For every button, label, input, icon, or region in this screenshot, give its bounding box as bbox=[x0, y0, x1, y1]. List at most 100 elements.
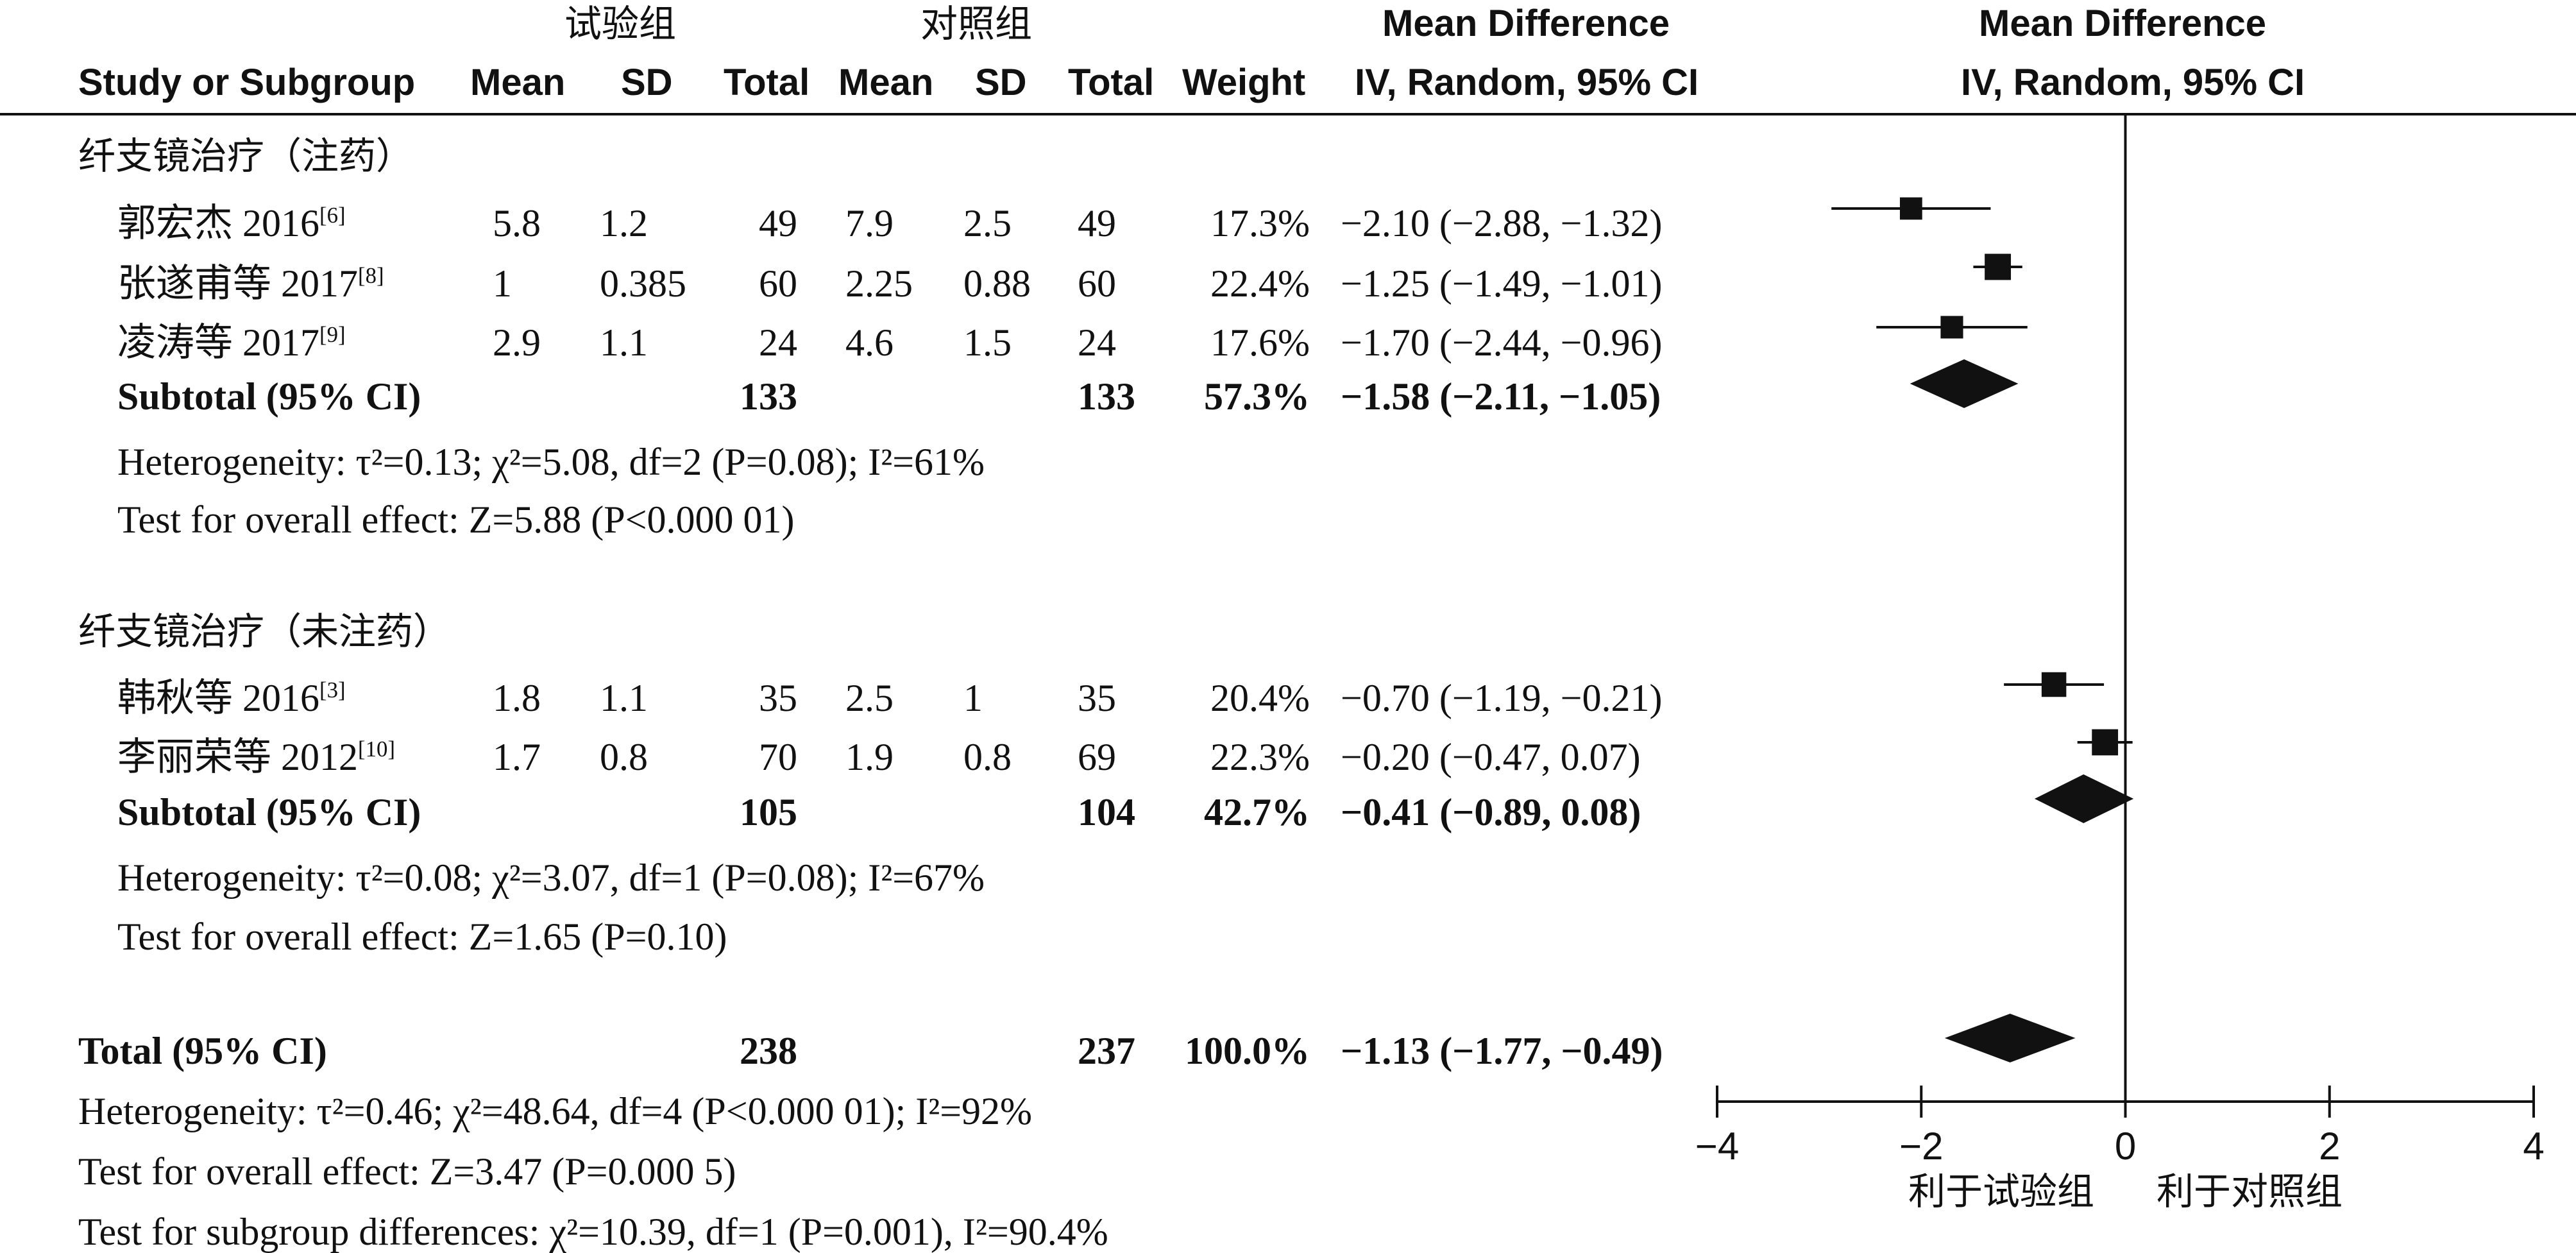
control-group-header: 对照组 bbox=[920, 2, 1033, 46]
x-tick-label: 0 bbox=[2115, 1125, 2136, 1168]
exp-total: 49 bbox=[759, 202, 797, 244]
total-ctl-total: 237 bbox=[1078, 1030, 1135, 1072]
md-column-title: Mean Difference bbox=[1382, 3, 1670, 44]
subgroup-1-title: 纤支镜治疗（注药） bbox=[78, 134, 414, 178]
exp-mean: 1.8 bbox=[493, 677, 541, 719]
ctl-total: 35 bbox=[1078, 677, 1116, 719]
ctl-sd: 1.5 bbox=[963, 321, 1012, 364]
total-heterogeneity-text: Heterogeneity: τ²=0.46; χ²=48.64, df=4 (… bbox=[78, 1090, 1033, 1132]
ctl-total: 60 bbox=[1078, 262, 1116, 305]
total-label: Total (95% CI) bbox=[78, 1030, 327, 1072]
subgroup-2-title: 纤支镜治疗（未注药） bbox=[78, 609, 451, 653]
study-label: 韩秋等 2016[3] bbox=[117, 677, 346, 719]
exp-total: 35 bbox=[759, 677, 797, 719]
study-point-square bbox=[2092, 729, 2119, 756]
weight: 22.4% bbox=[1210, 262, 1310, 305]
plot-column-title: Mean Difference bbox=[1979, 3, 2267, 44]
md-ci-text: −2.10 (−2.88, −1.32) bbox=[1341, 202, 1663, 244]
subtotal-exp-total: 105 bbox=[740, 791, 797, 833]
exp-mean-header: Mean bbox=[470, 62, 566, 103]
study-point-square bbox=[1985, 253, 2012, 280]
ctl-mean: 2.25 bbox=[845, 262, 913, 305]
md-column-subtitle: IV, Random, 95% CI bbox=[1355, 62, 1699, 103]
subtotal-md-ci-text: −1.58 (−2.11, −1.05) bbox=[1341, 375, 1661, 418]
exp-sd: 1.1 bbox=[600, 677, 648, 719]
weight: 20.4% bbox=[1210, 677, 1310, 719]
study-point-square bbox=[1899, 197, 1922, 220]
md-ci-text: −1.25 (−1.49, −1.01) bbox=[1341, 262, 1663, 305]
header-rule bbox=[0, 113, 2576, 115]
heterogeneity-text: Heterogeneity: τ²=0.08; χ²=3.07, df=1 (P… bbox=[117, 857, 985, 899]
ctl-mean: 2.5 bbox=[845, 677, 894, 719]
subtotal-weight: 57.3% bbox=[1204, 375, 1310, 418]
exp-mean: 5.8 bbox=[493, 202, 541, 244]
weight-header: Weight bbox=[1182, 62, 1306, 103]
heterogeneity-text: Heterogeneity: τ²=0.13; χ²=5.08, df=2 (P… bbox=[117, 441, 985, 483]
subtotal-ctl-total: 133 bbox=[1078, 375, 1135, 418]
overall-effect-text: Test for overall effect: Z=1.65 (P=0.10) bbox=[117, 916, 727, 958]
favours-control-label: 利于对照组 bbox=[2157, 1170, 2343, 1213]
study-point-square bbox=[2041, 672, 2067, 697]
subtotal-weight: 42.7% bbox=[1204, 791, 1310, 833]
ctl-mean: 1.9 bbox=[845, 736, 894, 778]
md-ci-text: −0.70 (−1.19, −0.21) bbox=[1341, 677, 1663, 719]
ctl-mean: 4.6 bbox=[845, 321, 894, 364]
ctl-mean: 7.9 bbox=[845, 202, 894, 244]
exp-sd: 0.385 bbox=[600, 262, 686, 305]
study-label: 郭宏杰 2016[6] bbox=[117, 202, 346, 244]
study-label: 张遂甫等 2017[8] bbox=[117, 262, 384, 305]
ctl-sd: 0.88 bbox=[963, 262, 1031, 305]
favours-experimental-label: 利于试验组 bbox=[1908, 1170, 2095, 1213]
ctl-sd: 0.8 bbox=[963, 736, 1012, 778]
overall-effect-text: Test for overall effect: Z=5.88 (P<0.000… bbox=[117, 499, 795, 541]
weight: 17.6% bbox=[1210, 321, 1310, 364]
x-tick-label: −4 bbox=[1695, 1125, 1739, 1168]
total-diamond bbox=[1944, 1014, 2076, 1062]
exp-total: 60 bbox=[759, 262, 797, 305]
study-point-square bbox=[1940, 316, 1963, 339]
weight: 17.3% bbox=[1210, 202, 1310, 244]
x-tick-label: 2 bbox=[2319, 1125, 2340, 1168]
experimental-group-header: 试验组 bbox=[564, 2, 677, 46]
exp-total: 70 bbox=[759, 736, 797, 778]
subgroup-differences-text: Test for subgroup differences: χ²=10.39,… bbox=[78, 1211, 1108, 1253]
subtotal-label: Subtotal (95% CI) bbox=[117, 375, 421, 418]
exp-sd-header: SD bbox=[621, 62, 673, 103]
study-column-header: Study or Subgroup bbox=[78, 62, 416, 103]
ctl-mean-header: Mean bbox=[838, 62, 934, 103]
study-label: 李丽荣等 2012[10] bbox=[117, 736, 395, 778]
plot-column-subtitle: IV, Random, 95% CI bbox=[1961, 62, 2305, 103]
exp-mean: 2.9 bbox=[493, 321, 541, 364]
total-exp-total: 238 bbox=[740, 1030, 797, 1072]
total-overall-effect-text: Test for overall effect: Z=3.47 (P=0.000… bbox=[78, 1150, 736, 1193]
ctl-sd: 2.5 bbox=[963, 202, 1012, 244]
exp-sd: 1.1 bbox=[600, 321, 648, 364]
subtotal-diamond bbox=[1910, 359, 2019, 408]
subtotal-exp-total: 133 bbox=[740, 375, 797, 418]
exp-total-header: Total bbox=[724, 62, 810, 103]
md-ci-text: −0.20 (−0.47, 0.07) bbox=[1341, 736, 1641, 778]
exp-mean: 1.7 bbox=[493, 736, 541, 778]
ctl-total-header: Total bbox=[1068, 62, 1155, 103]
ctl-total: 24 bbox=[1078, 321, 1116, 364]
ctl-total: 49 bbox=[1078, 202, 1116, 244]
subtotal-ctl-total: 104 bbox=[1078, 791, 1135, 833]
exp-mean: 1 bbox=[493, 262, 512, 305]
subtotal-label: Subtotal (95% CI) bbox=[117, 791, 421, 833]
x-tick-label: 4 bbox=[2523, 1125, 2544, 1168]
total-weight: 100.0% bbox=[1185, 1030, 1310, 1072]
exp-total: 24 bbox=[759, 321, 797, 364]
subtotal-md-ci-text: −0.41 (−0.89, 0.08) bbox=[1341, 791, 1641, 833]
exp-sd: 0.8 bbox=[600, 736, 648, 778]
study-label: 凌涛等 2017[9] bbox=[117, 321, 346, 364]
md-ci-text: −1.70 (−2.44, −0.96) bbox=[1341, 321, 1663, 364]
total-md-ci-text: −1.13 (−1.77, −0.49) bbox=[1341, 1030, 1663, 1072]
weight: 22.3% bbox=[1210, 736, 1310, 778]
ctl-sd: 1 bbox=[963, 677, 983, 719]
ctl-total: 69 bbox=[1078, 736, 1116, 778]
subtotal-diamond bbox=[2034, 774, 2134, 823]
exp-sd: 1.2 bbox=[600, 202, 648, 244]
ctl-sd-header: SD bbox=[975, 62, 1027, 103]
